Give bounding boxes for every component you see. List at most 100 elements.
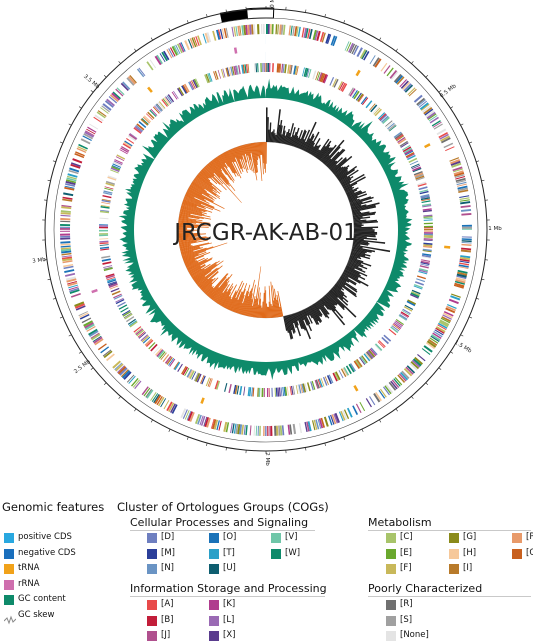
cog-feature (422, 105, 431, 113)
cog-feature (146, 389, 154, 399)
cds-gap (400, 358, 408, 365)
cog-feature (184, 367, 190, 377)
cog-feature (377, 112, 386, 120)
gc-skew-negative (193, 263, 217, 281)
cog-feature (65, 180, 76, 186)
cog-feature (87, 126, 97, 133)
trna-mark (444, 245, 451, 249)
gc-skew-positive (329, 157, 343, 170)
gc-skew-negative (220, 153, 229, 167)
gc-skew-positive (283, 135, 286, 144)
cog-feature (408, 88, 417, 97)
cog-feature (337, 81, 343, 90)
cds-gap (425, 174, 436, 180)
gc-skew-positive (331, 287, 349, 303)
cog-feature (320, 417, 326, 428)
cog-feature (107, 176, 117, 181)
gc-skew-negative (230, 149, 242, 174)
gc-skew-negative (252, 142, 259, 173)
cog-feature (406, 300, 416, 307)
cog-feature (434, 329, 444, 336)
cds-gap (427, 276, 438, 281)
cds-gap (367, 385, 374, 394)
cog-feature (252, 387, 255, 397)
cog-feature (378, 113, 387, 121)
cog-feature (390, 380, 398, 390)
scale-tick (460, 123, 464, 126)
cog-feature (456, 273, 467, 278)
cog-feature (297, 26, 301, 37)
cds-gap (225, 411, 229, 422)
cds-gap (288, 396, 291, 407)
cog-feature (115, 297, 124, 303)
cds-gap (337, 381, 343, 392)
cog-feature (360, 96, 368, 105)
cds-gap (388, 108, 398, 117)
cds-gap (259, 35, 261, 45)
cog-feature (294, 65, 298, 75)
gc-skew-negative (267, 306, 270, 318)
cog-feature (422, 248, 432, 252)
negative-cds-ring (88, 52, 444, 408)
gc-skew-positive (331, 288, 344, 300)
gc-skew-positive (319, 147, 332, 162)
scale-tick (47, 179, 51, 182)
cds-gap (189, 68, 196, 79)
cds-gap (345, 377, 351, 387)
cds-gap (443, 284, 453, 289)
gc-skew-negative (251, 142, 258, 173)
cds-gap (152, 381, 160, 390)
cog-feature (79, 312, 89, 318)
gc-skew-negative (206, 287, 214, 296)
cog-feature (173, 45, 179, 55)
cog-feature (126, 374, 135, 383)
gc-skew-positive (335, 283, 345, 291)
cog-feature (423, 239, 433, 242)
cog-feature (165, 96, 172, 105)
cog-feature (145, 339, 154, 348)
cds-gap (321, 387, 327, 398)
gc-skew-negative (206, 164, 215, 174)
gc-skew-negative (257, 292, 261, 318)
cog-feature (422, 250, 432, 253)
cog-feature (99, 210, 110, 214)
cog-feature (298, 384, 302, 394)
cog-feature (423, 227, 433, 229)
gc-skew-positive (352, 244, 391, 253)
cds-gap (363, 365, 371, 375)
cog-feature (94, 338, 104, 346)
cds-gap (318, 43, 324, 53)
cds-gap (72, 201, 83, 205)
gc-skew-negative (201, 277, 216, 292)
gc-skew-positive (352, 211, 376, 217)
cog-feature (60, 233, 71, 236)
cds-gap (247, 415, 250, 425)
gc-skew-negative (254, 298, 258, 318)
cog-feature (70, 162, 81, 167)
cds-gap (198, 404, 203, 414)
gc-skew-negative (229, 149, 236, 163)
cog-feature (279, 63, 282, 73)
gc-skew-negative (179, 212, 212, 220)
cog-feature (266, 63, 268, 72)
cog-feature (413, 285, 423, 290)
cog-feature (129, 133, 138, 139)
cog-feature (386, 67, 394, 77)
cog-feature (415, 175, 425, 180)
gc-skew-positive (326, 293, 338, 305)
cog-feature (391, 379, 400, 388)
cog-cell-w-swatch (271, 548, 281, 559)
gc-skew-negative (212, 282, 228, 301)
cog-feature (236, 65, 239, 75)
cog-feature (106, 278, 116, 282)
gc-skew-negative (200, 170, 210, 179)
cog-feature (460, 201, 471, 205)
gc-skew-negative (225, 151, 239, 177)
cds-gap (395, 89, 403, 98)
cog-feature (66, 177, 77, 182)
cds-gap (88, 148, 98, 153)
cog-feature (124, 140, 133, 147)
cog-feature (133, 127, 142, 134)
cog-feature (457, 269, 468, 274)
cog-feature (269, 24, 272, 35)
